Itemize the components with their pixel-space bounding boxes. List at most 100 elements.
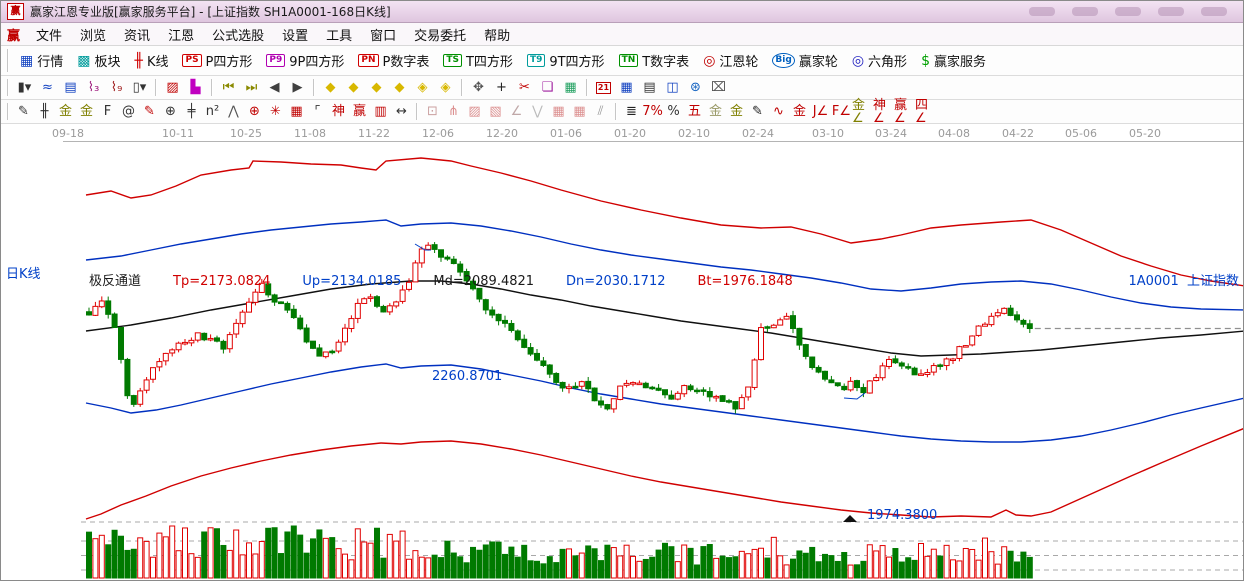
- cycle-full-icon[interactable]: ◈: [440, 80, 451, 95]
- fan-box2-faded-icon[interactable]: ▧: [489, 104, 502, 119]
- gold-red-icon[interactable]: 金: [792, 104, 806, 119]
- titlebar-ghost-button[interactable]: [1201, 7, 1227, 16]
- gold-circle-icon[interactable]: 金: [708, 104, 722, 119]
- scissors-icon[interactable]: ✂: [519, 80, 530, 95]
- toolbar-button-p-square[interactable]: PS P四方形: [175, 48, 259, 74]
- price-bars-icon[interactable]: ≣: [626, 104, 637, 119]
- cycle-left-icon[interactable]: ◆: [325, 80, 336, 95]
- first-bar-icon[interactable]: ⏮: [222, 80, 235, 95]
- titlebar-ghost-button[interactable]: [1072, 7, 1098, 16]
- v-lines-faded-icon[interactable]: ⋁: [532, 104, 543, 119]
- candle-style-dropdown-icon[interactable]: ▮▾: [17, 80, 32, 95]
- grid-ruler-icon[interactable]: ╫: [40, 104, 49, 119]
- ying-angle-icon[interactable]: 赢∠: [894, 97, 908, 126]
- menu-item-window[interactable]: 窗口: [370, 28, 397, 44]
- fan-box-faded-icon[interactable]: ▨: [468, 104, 481, 119]
- toolbar-button-hexagon[interactable]: ◎ 六角形: [845, 48, 914, 74]
- pencil-red-icon[interactable]: ✎: [144, 104, 155, 119]
- stamp-tool-icon[interactable]: ❏: [541, 80, 554, 95]
- puzzle-tool-icon[interactable]: ▦: [564, 80, 577, 95]
- titlebar-ghost-button[interactable]: [1029, 7, 1055, 16]
- chart-canvas[interactable]: 09-18 10-11 10-25 11-08 11-22 12-06 12-20 01-06…: [1, 124, 1244, 579]
- toolbar-button-kline[interactable]: ╫ K线: [128, 48, 176, 74]
- circle-cross-icon[interactable]: ⊕: [249, 104, 260, 119]
- calendar-icon[interactable]: 21: [592, 78, 615, 98]
- red-grid-icon[interactable]: ▦: [290, 104, 303, 119]
- star-burst-icon[interactable]: ✳: [270, 104, 281, 119]
- next-bar-icon[interactable]: ▶: [292, 80, 303, 95]
- info-report-icon[interactable]: ▤: [64, 80, 77, 95]
- si-angle-icon[interactable]: 四∠: [915, 97, 929, 126]
- shen-angle-icon[interactable]: 神∠: [873, 97, 887, 126]
- cycle-shrink-icon[interactable]: ◆: [394, 80, 405, 95]
- titlebar[interactable]: 赢 赢家江恩专业版[赢家服务平台] - [上证指数 SH1A0001-168日K…: [1, 1, 1243, 23]
- grid-red2-faded-icon[interactable]: ▦: [573, 104, 586, 119]
- save-floppy-icon[interactable]: ◫: [666, 80, 679, 95]
- menu-item-tools[interactable]: 工具: [326, 28, 353, 44]
- cycle-right-icon[interactable]: ◆: [348, 80, 359, 95]
- width-arrows-icon[interactable]: ↔: [396, 104, 407, 119]
- toolbar-button-9p-square[interactable]: P9 9P四方形: [259, 48, 351, 74]
- volume-profile-icon[interactable]: ▙: [190, 80, 201, 95]
- menu-item-gann[interactable]: 江恩: [168, 28, 195, 44]
- workstation-icon[interactable]: ⌧: [711, 80, 726, 95]
- menu-item-file[interactable]: 文件: [36, 28, 63, 44]
- indicator-name[interactable]: 极反通道: [89, 274, 142, 289]
- shen-tool-icon[interactable]: 神: [331, 104, 345, 119]
- toolbar-button-9t-square[interactable]: T9 9T四方形: [520, 48, 612, 74]
- percent-7-icon[interactable]: 7%: [642, 104, 663, 119]
- gann-gold-line-icon[interactable]: 金: [58, 104, 72, 119]
- titlebar-ghost-button[interactable]: [1115, 7, 1141, 16]
- minor-wave-3-icon[interactable]: ⌇₃: [87, 80, 100, 95]
- toolbar-button-gann-wheel[interactable]: ◎ 江恩轮: [696, 48, 765, 74]
- wave-red-icon[interactable]: ∿: [773, 104, 784, 119]
- gold-angle-icon[interactable]: 金∠: [852, 97, 866, 126]
- menu-item-news[interactable]: 资讯: [124, 28, 151, 44]
- cycle-expand-icon[interactable]: ◆: [371, 80, 382, 95]
- pencil-tool-icon[interactable]: ✎: [18, 104, 29, 119]
- menu-item-browse[interactable]: 浏览: [80, 28, 107, 44]
- toolbar-button-t-square[interactable]: TS T四方形: [436, 48, 520, 74]
- crosshair-icon[interactable]: +: [496, 80, 507, 95]
- box-tool-faded-icon[interactable]: ⊡: [427, 104, 438, 119]
- pan-hand-icon[interactable]: ✥: [473, 80, 484, 95]
- wave-tool-icon[interactable]: ≈: [42, 80, 53, 95]
- notepad-icon[interactable]: ▤: [643, 80, 656, 95]
- angle-fan-faded-icon[interactable]: ∠: [510, 104, 523, 119]
- minor-wave-9-icon[interactable]: ⌇₉: [110, 80, 123, 95]
- toolbar-button-quotes[interactable]: ▦ 行情: [13, 48, 70, 74]
- calculator-icon[interactable]: ▦: [620, 80, 633, 95]
- prev-bar-icon[interactable]: ◀: [269, 80, 280, 95]
- hash-ruler-icon[interactable]: ╪: [187, 104, 196, 119]
- grid-red-faded-icon[interactable]: ▦: [552, 104, 565, 119]
- toolbar-button-p-number-table[interactable]: PN P数字表: [351, 48, 436, 74]
- toolbar-button-winner-wheel[interactable]: Big 赢家轮: [765, 48, 844, 74]
- cycle-converge-icon[interactable]: ◈: [417, 80, 428, 95]
- gann-gold-band-icon[interactable]: 金: [79, 104, 93, 119]
- pencil-dark-icon[interactable]: ✎: [752, 104, 763, 119]
- f-angle-icon[interactable]: F∠: [831, 104, 852, 119]
- spiral-tool-icon[interactable]: @: [122, 104, 135, 119]
- toolbar-button-t-number-table[interactable]: TN T数字表: [612, 48, 697, 74]
- ying-tool-icon[interactable]: 赢: [352, 104, 366, 119]
- percent-icon[interactable]: %: [667, 104, 680, 119]
- gold-level-icon[interactable]: 金: [729, 104, 743, 119]
- toolbar-button-sectors[interactable]: ▩ 板块: [70, 48, 127, 74]
- pattern-tool-icon[interactable]: ▨: [166, 80, 179, 95]
- measure-mark-icon[interactable]: ⌜: [314, 104, 321, 119]
- angle-lines-icon[interactable]: ⋀: [228, 104, 239, 119]
- fan-lines-faded-icon[interactable]: ⋔: [448, 104, 459, 119]
- symbol-label[interactable]: 1A0001 上证指数: [1128, 270, 1239, 289]
- menu-item-help[interactable]: 帮助: [484, 28, 511, 44]
- titlebar-ghost-button[interactable]: [1158, 7, 1184, 16]
- n-squared-icon[interactable]: n²: [205, 104, 220, 119]
- five-three-icon[interactable]: 五: [687, 104, 701, 119]
- toolbar-button-winner-service[interactable]: $ 赢家服务: [914, 48, 993, 74]
- parallel-faded-icon[interactable]: ⫽: [597, 104, 604, 119]
- last-bar-icon[interactable]: ⏭: [245, 80, 258, 95]
- menu-item-settings[interactable]: 设置: [282, 28, 309, 44]
- j-angle-icon[interactable]: J∠: [812, 104, 829, 119]
- menu-item-trade-order[interactable]: 交易委托: [414, 28, 467, 44]
- period-label[interactable]: 日K线: [6, 267, 41, 282]
- wheel-small-icon[interactable]: ⊕: [165, 104, 176, 119]
